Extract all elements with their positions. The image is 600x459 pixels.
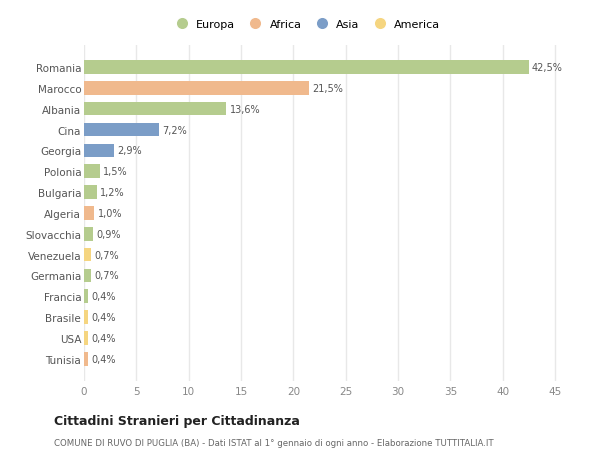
Text: 7,2%: 7,2% <box>163 125 187 135</box>
Bar <box>84 186 97 199</box>
Text: 0,4%: 0,4% <box>91 333 116 343</box>
Text: 1,0%: 1,0% <box>98 208 122 218</box>
Text: 0,9%: 0,9% <box>97 229 121 239</box>
Bar <box>84 352 88 366</box>
Text: 1,2%: 1,2% <box>100 188 124 198</box>
Legend: Europa, Africa, Asia, America: Europa, Africa, Asia, America <box>169 18 442 32</box>
Text: 0,4%: 0,4% <box>91 291 116 302</box>
Text: 0,7%: 0,7% <box>94 250 119 260</box>
Text: 42,5%: 42,5% <box>532 63 563 73</box>
Text: COMUNE DI RUVO DI PUGLIA (BA) - Dati ISTAT al 1° gennaio di ogni anno - Elaboraz: COMUNE DI RUVO DI PUGLIA (BA) - Dati IST… <box>54 438 494 447</box>
Text: Cittadini Stranieri per Cittadinanza: Cittadini Stranieri per Cittadinanza <box>54 414 300 428</box>
Text: 13,6%: 13,6% <box>230 105 260 114</box>
Bar <box>84 165 100 179</box>
Bar <box>84 311 88 324</box>
Bar <box>84 82 309 95</box>
Text: 2,9%: 2,9% <box>118 146 142 156</box>
Bar <box>84 61 529 75</box>
Bar <box>84 331 88 345</box>
Text: 0,7%: 0,7% <box>94 271 119 281</box>
Bar <box>84 290 88 303</box>
Text: 0,4%: 0,4% <box>91 354 116 364</box>
Text: 1,5%: 1,5% <box>103 167 127 177</box>
Bar <box>84 144 115 158</box>
Bar <box>84 103 226 116</box>
Bar <box>84 269 91 283</box>
Text: 21,5%: 21,5% <box>312 84 343 94</box>
Bar <box>84 248 91 262</box>
Bar <box>84 123 160 137</box>
Bar <box>84 228 94 241</box>
Bar <box>84 207 94 220</box>
Text: 0,4%: 0,4% <box>91 313 116 322</box>
